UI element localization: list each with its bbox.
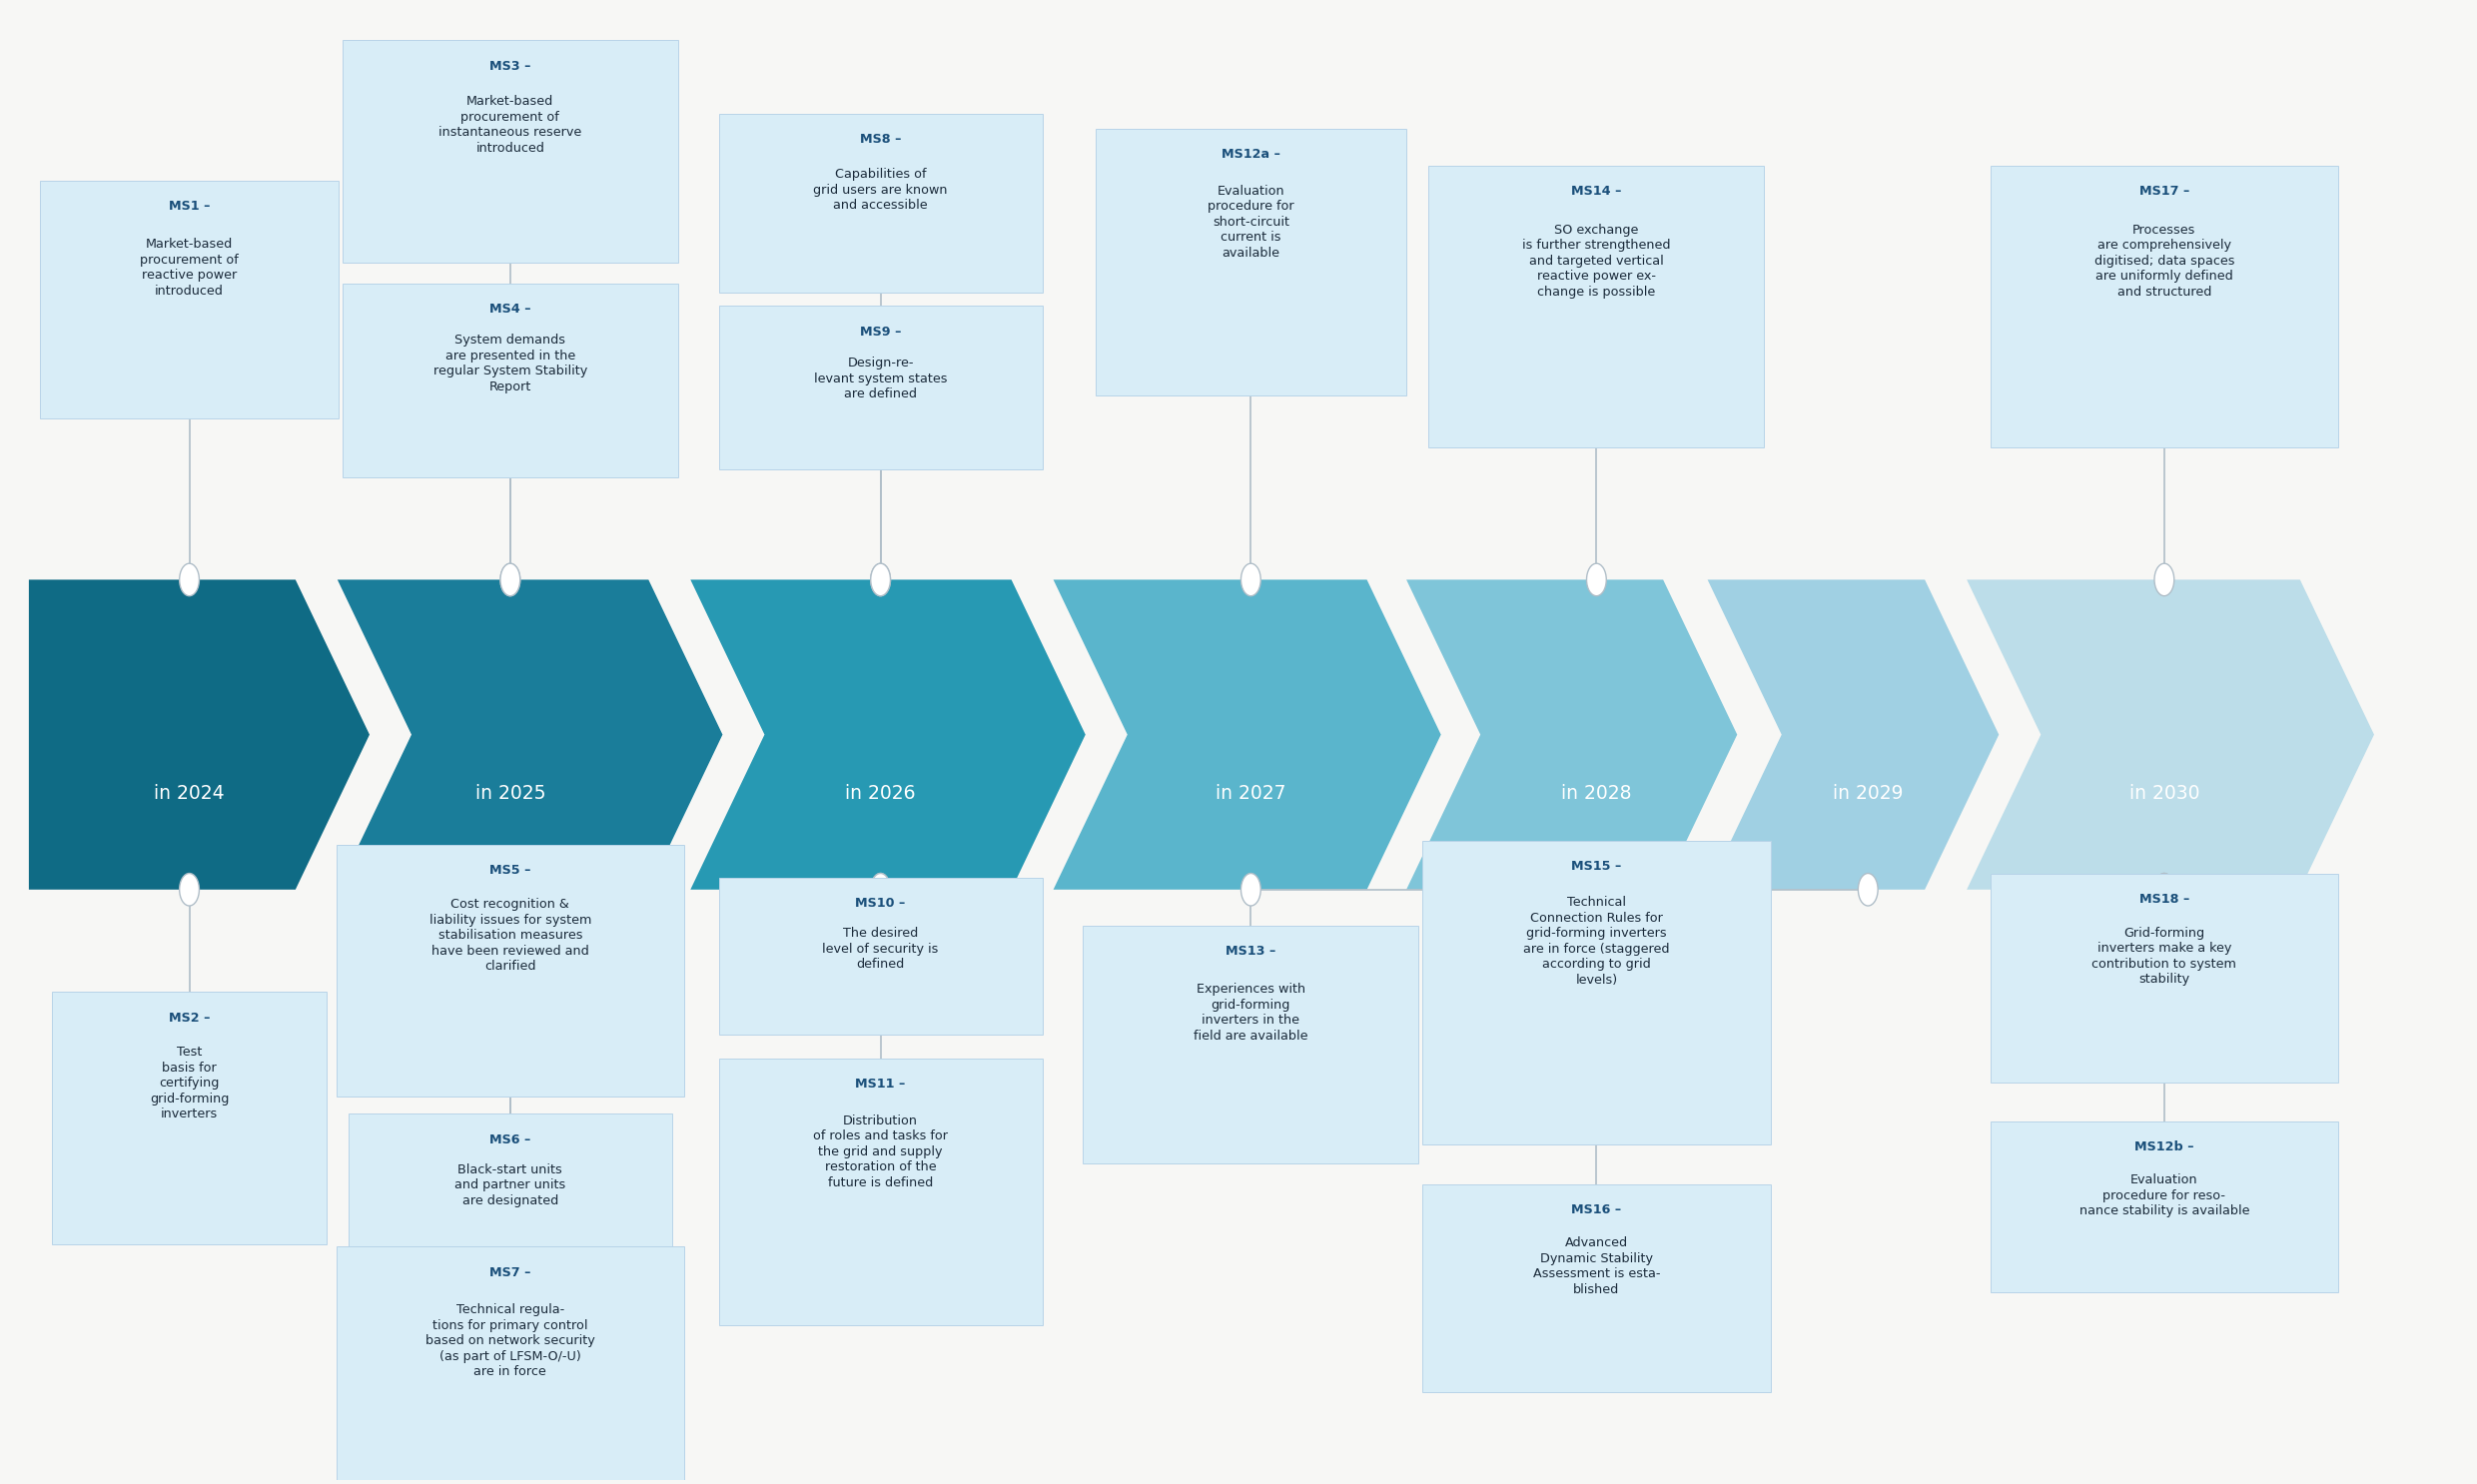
Polygon shape [691,580,1085,889]
Polygon shape [30,580,369,889]
Text: in 2028: in 2028 [1561,784,1632,803]
FancyBboxPatch shape [1989,874,2338,1082]
Text: MS10 –: MS10 – [855,896,907,910]
Text: Experiences with
grid-forming
inverters in the
field are available: Experiences with grid-forming inverters … [1194,984,1308,1043]
Text: in 2029: in 2029 [1833,784,1902,803]
FancyBboxPatch shape [1422,841,1771,1144]
Text: MS3 –: MS3 – [490,59,530,73]
Text: Technical
Connection Rules for
grid-forming inverters
are in force (staggered
ac: Technical Connection Rules for grid-form… [1523,896,1669,987]
Ellipse shape [872,564,889,597]
Text: Grid-forming
inverters make a key
contribution to system
stability: Grid-forming inverters make a key contri… [2093,926,2237,985]
FancyBboxPatch shape [718,306,1043,470]
Text: in 2030: in 2030 [2130,784,2200,803]
Text: Market-based
procurement of
instantaneous reserve
introduced: Market-based procurement of instantaneou… [438,95,582,154]
Ellipse shape [500,874,520,905]
Text: MS11 –: MS11 – [855,1077,907,1091]
FancyBboxPatch shape [1429,166,1764,448]
Ellipse shape [1241,564,1261,597]
Ellipse shape [178,564,198,597]
Polygon shape [1707,580,1999,889]
Text: Evaluation
procedure for reso-
nance stability is available: Evaluation procedure for reso- nance sta… [2078,1174,2249,1217]
FancyBboxPatch shape [337,844,684,1097]
Text: MS5 –: MS5 – [490,864,530,877]
Ellipse shape [500,874,520,905]
Text: MS14 –: MS14 – [1570,186,1622,197]
Text: Advanced
Dynamic Stability
Assessment is esta-
blished: Advanced Dynamic Stability Assessment is… [1533,1236,1660,1296]
Ellipse shape [500,564,520,597]
Ellipse shape [872,874,889,905]
Polygon shape [1407,580,1736,889]
FancyBboxPatch shape [1989,1122,2338,1293]
FancyBboxPatch shape [337,1247,684,1484]
Text: MS1 –: MS1 – [168,200,211,212]
Text: Test
basis for
certifying
grid-forming
inverters: Test basis for certifying grid-forming i… [149,1046,228,1120]
Text: in 2024: in 2024 [154,784,225,803]
Text: MS17 –: MS17 – [2140,186,2190,197]
Ellipse shape [500,874,520,905]
FancyBboxPatch shape [1422,1184,1771,1392]
Text: Processes
are comprehensively
digitised; data spaces
are uniformly defined
and s: Processes are comprehensively digitised;… [2093,224,2234,298]
Polygon shape [1053,580,1442,889]
Text: Design-re-
levant system states
are defined: Design-re- levant system states are defi… [815,356,946,401]
Ellipse shape [872,564,889,597]
Ellipse shape [2155,874,2175,905]
Text: MS8 –: MS8 – [860,134,902,147]
Ellipse shape [1858,874,1878,905]
Text: MS12b –: MS12b – [2135,1140,2195,1153]
Text: MS6 –: MS6 – [490,1134,530,1146]
FancyBboxPatch shape [1989,166,2338,448]
FancyBboxPatch shape [1082,926,1419,1163]
Ellipse shape [500,564,520,597]
FancyBboxPatch shape [342,40,679,263]
Ellipse shape [1241,874,1261,905]
Text: MS13 –: MS13 – [1226,945,1276,957]
FancyBboxPatch shape [40,181,339,418]
Text: MS15 –: MS15 – [1570,861,1622,873]
Ellipse shape [1588,564,1605,597]
Text: MS12a –: MS12a – [1221,148,1281,162]
Ellipse shape [178,874,198,905]
FancyBboxPatch shape [342,283,679,478]
Text: Cost recognition &
liability issues for system
stabilisation measures
have been : Cost recognition & liability issues for … [429,898,592,974]
FancyBboxPatch shape [52,993,327,1245]
Text: Black-start units
and partner units
are designated: Black-start units and partner units are … [456,1163,565,1206]
FancyBboxPatch shape [349,1114,671,1270]
Text: MS9 –: MS9 – [860,325,902,338]
Polygon shape [337,580,723,889]
Polygon shape [1967,580,2373,889]
Text: Evaluation
procedure for
short-circuit
current is
available: Evaluation procedure for short-circuit c… [1209,184,1293,260]
Ellipse shape [872,874,889,905]
Ellipse shape [2155,874,2175,905]
Text: MS4 –: MS4 – [490,303,530,316]
Ellipse shape [2155,564,2175,597]
Ellipse shape [1588,874,1605,905]
Text: MS2 –: MS2 – [168,1011,211,1024]
Text: MS18 –: MS18 – [2140,893,2190,907]
Text: Capabilities of
grid users are known
and accessible: Capabilities of grid users are known and… [812,168,949,212]
Text: Technical regula-
tions for primary control
based on network security
(as part o: Technical regula- tions for primary cont… [426,1303,594,1379]
FancyBboxPatch shape [718,114,1043,292]
FancyBboxPatch shape [718,877,1043,1034]
Text: in 2026: in 2026 [845,784,916,803]
Text: The desired
level of security is
defined: The desired level of security is defined [822,928,939,971]
Ellipse shape [1588,874,1605,905]
Text: System demands
are presented in the
regular System Stability
Report: System demands are presented in the regu… [433,334,587,393]
Text: in 2025: in 2025 [476,784,545,803]
Text: MS7 –: MS7 – [490,1266,530,1279]
Text: Distribution
of roles and tasks for
the grid and supply
restoration of the
futur: Distribution of roles and tasks for the … [812,1114,949,1189]
FancyBboxPatch shape [718,1058,1043,1325]
FancyBboxPatch shape [1095,129,1407,396]
Text: in 2027: in 2027 [1216,784,1286,803]
Text: Market-based
procurement of
reactive power
introduced: Market-based procurement of reactive pow… [141,237,238,297]
Text: SO exchange
is further strengthened
and targeted vertical
reactive power ex-
cha: SO exchange is further strengthened and … [1523,224,1669,298]
Text: MS16 –: MS16 – [1570,1204,1622,1215]
